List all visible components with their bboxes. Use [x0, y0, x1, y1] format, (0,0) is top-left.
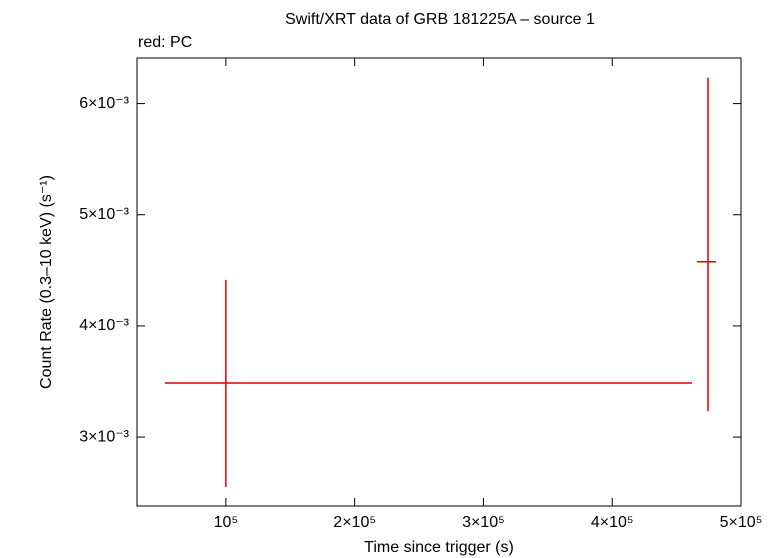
- x-tick-label: 3×10⁵: [462, 514, 505, 531]
- chart-title: Swift/XRT data of GRB 181225A – source 1: [285, 11, 595, 28]
- x-tick-label: 5×10⁵: [720, 514, 763, 531]
- y-axis-label: Count Rate (0.3–10 keV) (s⁻¹): [38, 175, 55, 389]
- x-axis-label: Time since trigger (s): [364, 539, 514, 556]
- plot-frame: [136, 57, 742, 507]
- y-tick-label: 4×10⁻³: [79, 317, 129, 334]
- y-tick-label: 5×10⁻³: [79, 206, 129, 223]
- x-tick-label: 10⁵: [214, 514, 238, 531]
- annotation: red: PC: [138, 34, 192, 51]
- y-tick-label: 3×10⁻³: [79, 428, 129, 445]
- y-tick-label: 6×10⁻³: [79, 95, 129, 112]
- x-tick-label: 4×10⁵: [591, 514, 634, 531]
- x-tick-label: 2×10⁵: [333, 514, 376, 531]
